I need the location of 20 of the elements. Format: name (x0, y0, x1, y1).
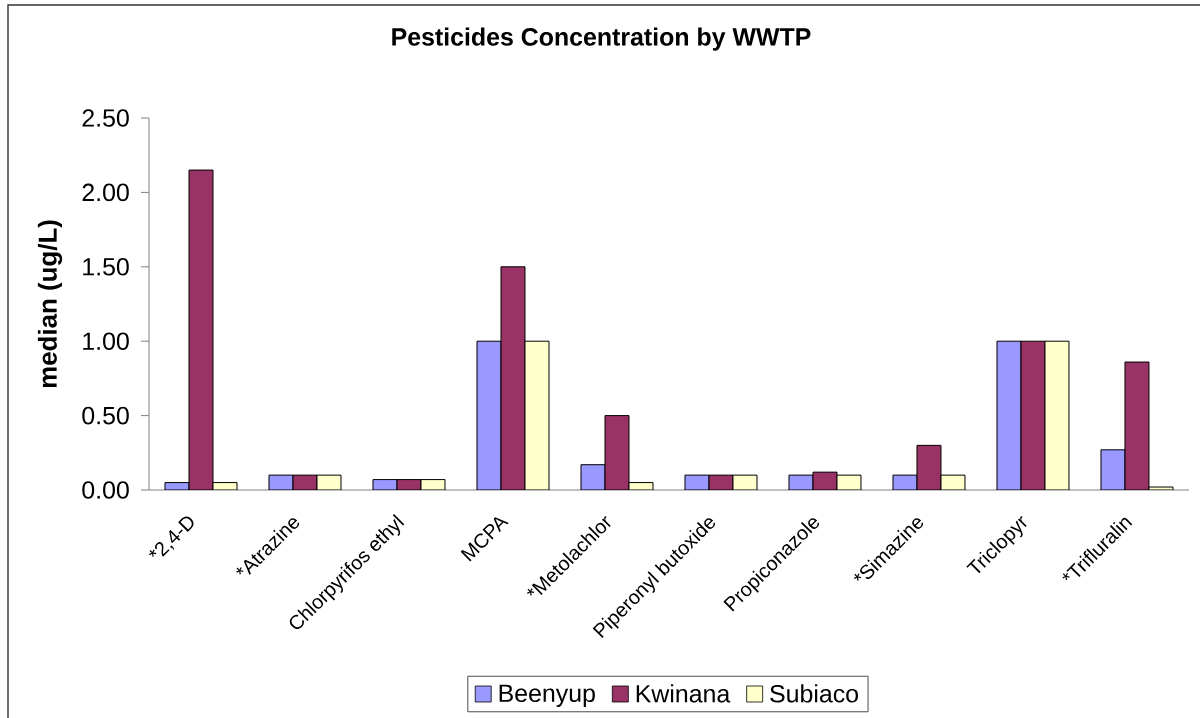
bar (1044, 340, 1070, 490)
bar (524, 340, 550, 490)
y-axis-title: median (ug/L) (37, 220, 63, 388)
y-tick-label: 2.00 (82, 183, 129, 202)
chart-title: Pesticides Concentration by WWTP (392, 27, 811, 51)
legend-label: Beenyup (499, 684, 595, 707)
y-tick-label: 2.50 (82, 109, 129, 127)
y-tick-label: 1.50 (83, 257, 129, 276)
bar (476, 340, 502, 490)
legend-label: Kwinana (636, 684, 731, 703)
bar (1020, 340, 1046, 490)
legend-label: Subiaco (770, 684, 858, 703)
bar (996, 340, 1022, 490)
y-tick-label: 1.00 (83, 332, 129, 351)
bar (1124, 361, 1150, 490)
bar (500, 266, 526, 490)
y-tick-label: 0.00 (82, 481, 129, 499)
y-tick-label: 0.50 (82, 406, 129, 425)
bar (188, 169, 214, 490)
bar (604, 415, 630, 490)
